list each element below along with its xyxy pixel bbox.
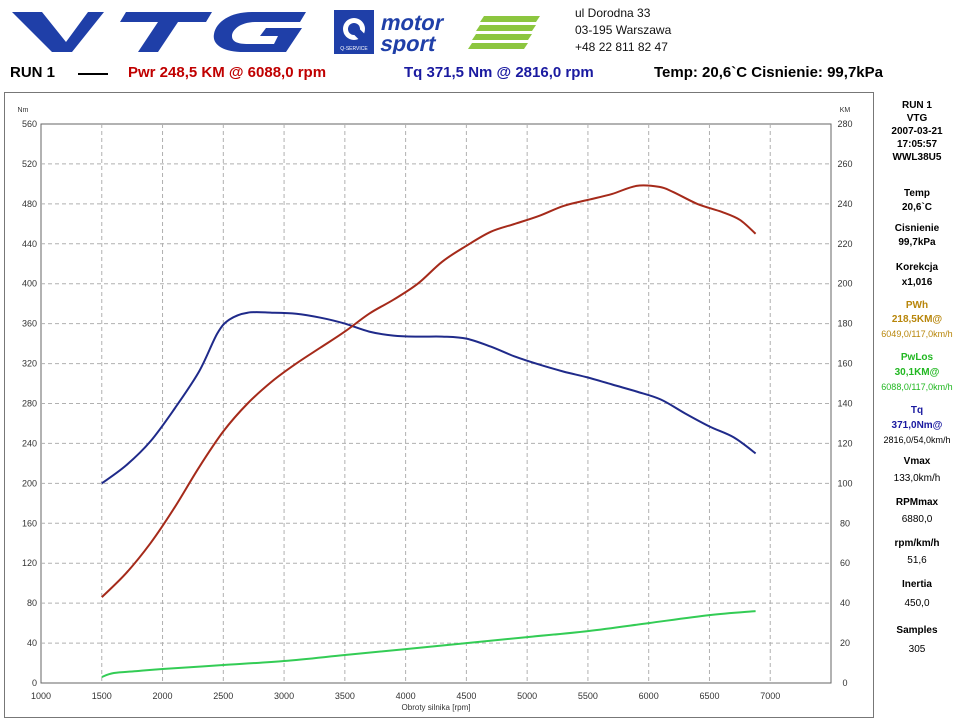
run-label: RUN 1 [10, 64, 56, 81]
svg-text:Q-SERVICE: Q-SERVICE [340, 46, 368, 52]
x-tick-label: 4000 [396, 691, 416, 701]
y-left-tick-label: 320 [22, 359, 37, 369]
info-samples-value: 305 [908, 644, 926, 655]
info-pressure-value: 99,7kPa [898, 237, 936, 248]
info-pressure-label: Cisnienie [894, 223, 940, 234]
run-info-panel: RUN 1 VTG 2007-03-21 17:05:57 WWL38U5 Te… [876, 92, 958, 718]
vtg-logo [12, 12, 306, 52]
info-inertia-label: Inertia [901, 579, 932, 590]
y-right-tick-label: 280 [837, 119, 852, 129]
info-vmax-label: Vmax [903, 456, 931, 467]
info-correction-label: Korekcja [895, 262, 939, 273]
peak-torque-text: Tq 371,5 Nm @ 2816,0 rpm [404, 64, 594, 81]
x-tick-label: 1000 [31, 691, 51, 701]
address-street: ul Dorodna 33 [575, 6, 651, 20]
address-phone: +48 22 811 82 47 [575, 40, 668, 54]
info-pwlos-label: PwLos [900, 352, 934, 363]
x-tick-label: 3000 [274, 691, 294, 701]
info-pwh-label: PWh [905, 300, 929, 311]
info-car: VTG [906, 113, 928, 124]
y-left-tick-label: 240 [22, 438, 37, 448]
conditions-text: Temp: 20,6`C Cisnienie: 99,7kPa [654, 64, 883, 81]
y-left-tick-label: 360 [22, 319, 37, 329]
svg-text:sport: sport [378, 31, 439, 54]
info-temp-label: Temp [904, 188, 930, 199]
x-tick-label: 2000 [153, 691, 173, 701]
loss-curve [101, 610, 756, 678]
y-right-tick-label: 160 [837, 359, 852, 369]
info-rpmkmh-label: rpm/km/h [894, 538, 940, 549]
info-pwh-value: 218,5KM@ [891, 314, 943, 325]
y-left-tick-label: 440 [22, 239, 37, 249]
info-tq-detail: 2816,0/54,0km/h [883, 435, 951, 445]
y-right-tick-label: 40 [840, 598, 850, 608]
info-run: RUN 1 [901, 100, 932, 111]
info-samples-label: Samples [896, 625, 938, 636]
y-left-tick-label: 40 [27, 638, 37, 648]
x-tick-label: 6500 [699, 691, 719, 701]
x-tick-label: 2500 [213, 691, 233, 701]
y-left-tick-label: 280 [22, 399, 37, 409]
x-tick-label: 4500 [456, 691, 476, 701]
info-pwh-detail: 6049,0/117,0km/h [881, 329, 953, 339]
y-right-tick-label: 100 [837, 478, 852, 488]
info-tq-label: Tq [910, 405, 924, 416]
info-pwlos-detail: 6088,0/117,0km/h [881, 382, 953, 392]
x-tick-label: 7000 [760, 691, 780, 701]
info-rpmmax-label: RPMmax [895, 497, 939, 508]
y-left-tick-label: 80 [27, 598, 37, 608]
y-left-tick-label: 0 [32, 678, 37, 688]
y-right-tick-label: 60 [840, 558, 850, 568]
info-plate: WWL38U5 [892, 152, 942, 163]
y-right-tick-label: 200 [837, 279, 852, 289]
x-axis-label: Obroty silnika [rpm] [402, 703, 471, 712]
dyno-chart-panel: 1000 1500 2000 2500 3000 3500 4000 4500 5000 5500… [4, 92, 874, 718]
info-pwlos-value: 30,1KM@ [894, 367, 940, 378]
y-right-tick-label: 260 [837, 159, 852, 169]
y-right-axis-label: KM [840, 107, 851, 114]
y-left-tick-label: 560 [22, 119, 37, 129]
y-right-tick-label: 180 [837, 319, 852, 329]
y-left-tick-label: 160 [22, 518, 37, 528]
y-left-tick-label: 120 [22, 558, 37, 568]
x-tick-label: 6000 [639, 691, 659, 701]
info-rpmkmh-value: 51,6 [907, 555, 927, 566]
dyno-chart: 1000 1500 2000 2500 3000 3500 4000 4500 5000 5500… [18, 107, 853, 712]
y-right-tick-label: 120 [837, 438, 852, 448]
info-rpmmax-value: 6880,0 [901, 514, 933, 525]
y-right-tick-label: 20 [840, 638, 850, 648]
motorsport-logo: Q-SERVICE motor sport [334, 10, 540, 54]
info-time: 17:05:57 [896, 139, 938, 150]
y-right-tick-label: 0 [842, 678, 847, 688]
y-right-tick-label: 140 [837, 399, 852, 409]
svg-text:motor: motor [379, 10, 447, 35]
info-correction-value: x1,016 [901, 277, 933, 288]
y-right-tick-label: 220 [837, 239, 852, 249]
x-tick-label: 5000 [517, 691, 537, 701]
run-summary-line: RUN 1 Pwr 248,5 KM @ 6088,0 rpm Tq 371,5… [0, 62, 960, 84]
peak-power-text: Pwr 248,5 KM @ 6088,0 rpm [128, 64, 327, 81]
info-tq-value: 371,0Nm@ [891, 420, 943, 431]
x-tick-label: 1500 [92, 691, 112, 701]
info-temp-value: 20,6`C [901, 202, 932, 213]
y-left-axis-label: Nm [18, 107, 29, 114]
y-right-tick-label: 240 [837, 199, 852, 209]
info-date: 2007-03-21 [891, 126, 943, 137]
y-left-tick-label: 400 [22, 279, 37, 289]
address-city: 03-195 Warszawa [575, 23, 672, 37]
y-right-tick-label: 80 [840, 518, 850, 528]
x-tick-label: 3500 [335, 691, 355, 701]
torque-curve [101, 311, 757, 485]
info-inertia-value: 450,0 [904, 598, 930, 609]
y-left-tick-label: 480 [22, 199, 37, 209]
x-tick-label: 5500 [578, 691, 598, 701]
power-curve [101, 184, 757, 598]
legend-line-marker [78, 73, 108, 75]
info-vmax-value: 133,0km/h [893, 473, 941, 484]
y-left-tick-label: 200 [22, 478, 37, 488]
y-left-tick-label: 520 [22, 159, 37, 169]
